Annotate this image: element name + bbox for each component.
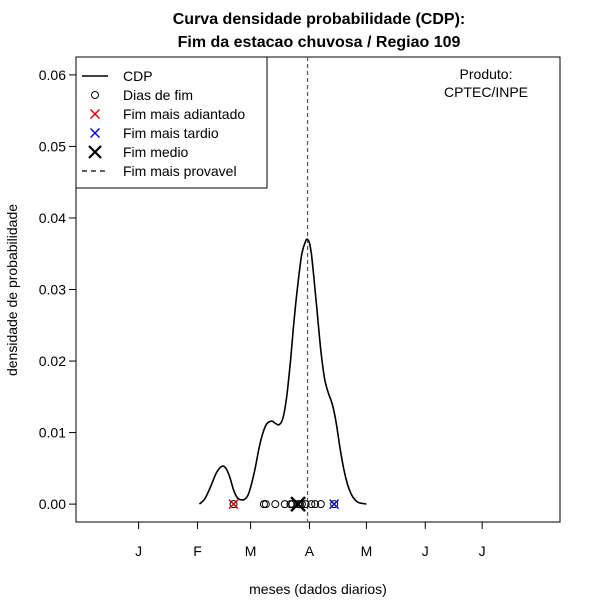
end-day-point xyxy=(307,500,316,509)
x-axis-label: meses (dados diarios) xyxy=(249,581,387,597)
legend-circle-swatch xyxy=(91,91,99,99)
product-annotation: Produto: CPTEC/INPE xyxy=(444,66,528,100)
x-tick-label: J xyxy=(135,543,142,559)
legend-entry: Fim mais tardio xyxy=(90,125,219,141)
x-tick-label: M xyxy=(245,543,257,559)
legend-box xyxy=(75,56,268,189)
end-day-point xyxy=(261,500,270,509)
latest-end-marker xyxy=(329,499,340,510)
y-tick-label: 0.04 xyxy=(39,210,66,226)
plot-area xyxy=(198,57,367,522)
end-day-markers xyxy=(228,496,340,512)
y-axis: 0.00 0.01 0.02 0.03 0.04 0.05 0.06 xyxy=(39,67,77,512)
chart-title-line-2: Fim da estacao chuvosa / Regiao 109 xyxy=(178,34,461,51)
end-day-point xyxy=(316,500,325,509)
x-tick-label: J xyxy=(479,543,486,559)
earliest-end-marker-stroke-b xyxy=(228,499,239,510)
legend-x-swatch-b xyxy=(90,109,100,119)
end-day-point xyxy=(271,500,280,509)
x-tick-label: M xyxy=(361,543,373,559)
chart-title: Curva densidade probabilidade (CDP): Fim… xyxy=(173,11,465,51)
legend-entry: Dias de fim xyxy=(91,87,193,103)
end-day-point xyxy=(288,500,297,509)
end-day-point xyxy=(280,500,289,509)
legend: CDP Dias de fim Fim mais adiantado Fim mais… xyxy=(75,56,268,189)
legend-label: Fim mais tardio xyxy=(123,125,219,141)
legend-entry: CDP xyxy=(82,68,153,84)
legend-label: Fim mais provavel xyxy=(123,163,237,179)
product-source: CPTEC/INPE xyxy=(444,84,528,100)
legend-x-swatch-b xyxy=(90,128,100,138)
legend-label: Dias de fim xyxy=(123,87,193,103)
chart-title-line-1: Curva densidade probabilidade (CDP): xyxy=(173,11,465,28)
y-tick-label: 0.02 xyxy=(39,353,66,369)
y-axis-label: densidade de probabilidade xyxy=(4,204,20,376)
y-tick-label: 0.05 xyxy=(39,138,66,154)
legend-entry: Fim mais provavel xyxy=(82,163,237,179)
end-day-point xyxy=(229,500,238,509)
x-tick-label: A xyxy=(305,543,315,559)
x-tick-label: J xyxy=(422,543,429,559)
legend-label: Fim mais adiantado xyxy=(123,106,245,122)
end-day-point xyxy=(311,500,320,509)
y-tick-label: 0.03 xyxy=(39,282,66,298)
mean-end-marker xyxy=(290,496,306,512)
y-tick-label: 0.00 xyxy=(39,496,66,512)
cdp-curve xyxy=(198,238,367,505)
legend-entry: Fim mais adiantado xyxy=(90,106,245,122)
legend-x-swatch-b xyxy=(88,145,102,159)
end-day-point xyxy=(301,500,310,509)
latest-end-marker-stroke-b xyxy=(329,499,340,510)
y-tick-label: 0.01 xyxy=(39,425,66,441)
legend-label: Fim medio xyxy=(123,144,189,160)
legend-entry: Fim medio xyxy=(88,144,189,160)
mean-end-marker-stroke-b xyxy=(290,496,306,512)
x-tick-label: F xyxy=(193,543,202,559)
y-tick-label: 0.06 xyxy=(39,67,66,83)
legend-label: CDP xyxy=(123,68,153,84)
earliest-end-marker xyxy=(228,499,239,510)
end-day-point xyxy=(330,500,339,509)
product-label: Produto: xyxy=(460,66,513,82)
